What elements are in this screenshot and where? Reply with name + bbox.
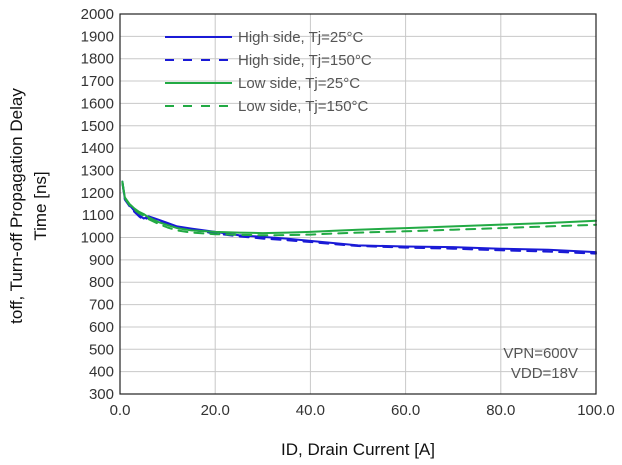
plot-frame bbox=[119, 13, 597, 395]
y-tick-label: 1000 bbox=[81, 230, 114, 247]
y-tick-label: 800 bbox=[89, 274, 114, 291]
y-axis-title-line-1: toff, Turn-off Propagation Delay bbox=[7, 88, 26, 324]
tick-labels: 300 400 500 600 700 800 900 1000 1100 1200 1300 140… bbox=[81, 6, 615, 419]
legend-label-4: Low side, Tj=150°C bbox=[238, 98, 369, 115]
x-tick-label: 100.0 bbox=[577, 402, 615, 419]
y-tick-label: 1300 bbox=[81, 162, 114, 179]
y-tick-label: 1200 bbox=[81, 185, 114, 202]
x-tick-label: 20.0 bbox=[201, 402, 230, 419]
x-axis-title: ID, Drain Current [A] bbox=[281, 440, 435, 459]
x-tick-label: 60.0 bbox=[391, 402, 420, 419]
y-tick-label: 1700 bbox=[81, 73, 114, 90]
y-tick-label: 600 bbox=[89, 319, 114, 336]
y-tick-label: 900 bbox=[89, 252, 114, 269]
y-axis-title-line-2: Time [ns] bbox=[31, 171, 50, 240]
annotation-vpn: VPN=600V bbox=[503, 345, 578, 362]
legend-label-2: High side, Tj=150°C bbox=[238, 52, 372, 69]
annotation-vdd: VDD=18V bbox=[511, 365, 578, 382]
y-tick-label: 1400 bbox=[81, 140, 114, 157]
y-tick-label: 300 bbox=[89, 386, 114, 403]
y-tick-label: 1900 bbox=[81, 28, 114, 45]
legend-label-3: Low side, Tj=25°C bbox=[238, 75, 360, 92]
x-tick-label: 0.0 bbox=[110, 402, 131, 419]
legend: High side, Tj=25°C High side, Tj=150°C Low… bbox=[165, 29, 372, 115]
y-tick-label: 1600 bbox=[81, 95, 114, 112]
series-line-4 bbox=[121, 181, 597, 237]
y-tick-label: 400 bbox=[89, 364, 114, 381]
y-tick-label: 500 bbox=[89, 341, 114, 358]
y-tick-label: 1100 bbox=[82, 207, 114, 224]
y-tick-label: 2000 bbox=[81, 6, 114, 23]
series-line-3 bbox=[121, 180, 597, 235]
y-tick-label: 1800 bbox=[81, 51, 114, 68]
x-tick-label: 40.0 bbox=[296, 402, 325, 419]
x-tick-label: 80.0 bbox=[486, 402, 515, 419]
y-tick-label: 700 bbox=[89, 297, 114, 314]
legend-label-1: High side, Tj=25°C bbox=[238, 29, 364, 46]
y-tick-label: 1500 bbox=[81, 118, 114, 135]
series-lines bbox=[121, 180, 597, 255]
grid bbox=[119, 13, 597, 395]
